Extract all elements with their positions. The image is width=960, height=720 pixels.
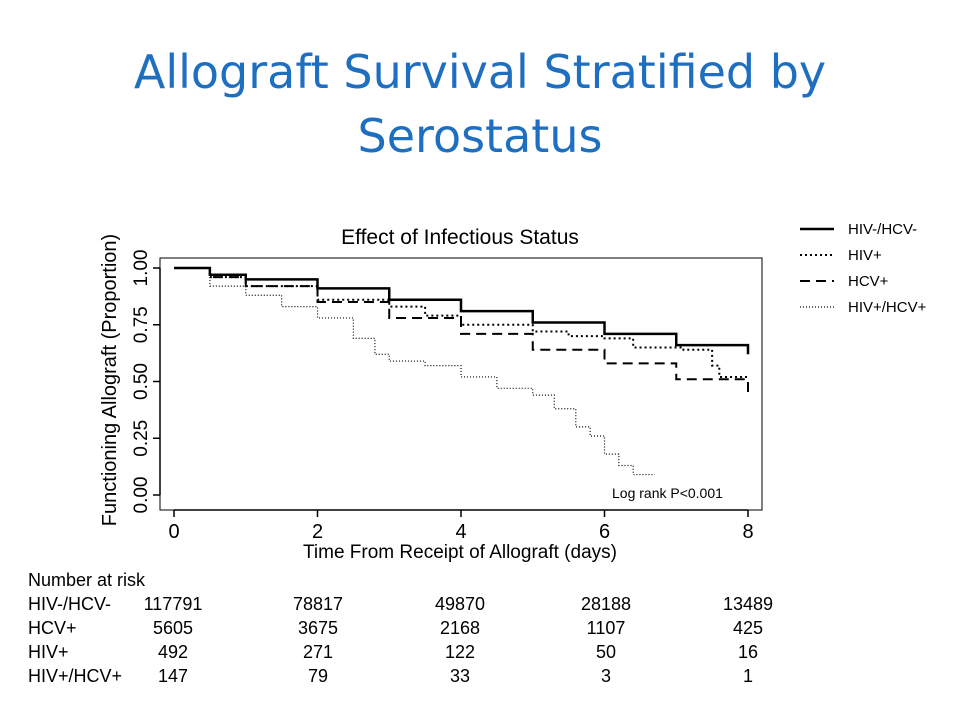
plot-frame	[159, 257, 763, 511]
x-tick-label: 0	[168, 521, 179, 543]
risk-cell: 79	[307, 666, 329, 686]
slide-title-line-2: Serostatus	[357, 109, 603, 163]
risk-row: HIV+/HCV+ 147 79 33 3 1	[28, 664, 788, 688]
risk-cell: 147	[157, 666, 189, 686]
risk-cell: 425	[732, 618, 764, 638]
risk-cell: 33	[449, 666, 471, 686]
risk-cell: 3675	[297, 618, 339, 638]
y-tick-label: 0.25	[131, 420, 152, 457]
legend-label-3: HIV+/HCV+	[848, 299, 927, 316]
risk-row-label: HIV-/HCV-	[28, 594, 112, 614]
y-tick-label: 0.75	[131, 306, 152, 343]
risk-cell: 1	[742, 666, 753, 686]
risk-row-label: HIV+/HCV+	[28, 666, 123, 686]
y-tick-label: 0.50	[131, 363, 152, 400]
logrank-annotation: Log rank P<0.001	[612, 485, 723, 501]
legend-label-1: HIV+	[848, 247, 882, 264]
x-tick-label: 4	[455, 521, 466, 543]
risk-cell: 492	[157, 642, 189, 662]
risk-cell: 28188	[580, 594, 632, 614]
slide-title-line-1: Allograft Survival Stratified by	[133, 45, 827, 99]
risk-cell: 78817	[292, 594, 344, 614]
risk-cell: 1107	[586, 618, 626, 638]
risk-row-label: HIV+	[28, 642, 69, 662]
risk-row: HCV+ 5605 3675 2168 1107 425	[28, 616, 788, 640]
slide-title: Allograft Survival Stratified by Serosta…	[0, 40, 960, 168]
y-tick-label: 0.00	[131, 477, 152, 514]
risk-cell: 5605	[152, 618, 194, 638]
x-axis-label: Time From Receipt of Allograft (days)	[303, 542, 617, 563]
risk-cell: 50	[595, 642, 617, 662]
series-line-3	[174, 267, 655, 476]
series-line-2	[174, 267, 749, 396]
legend-label-0: HIV-/HCV-	[848, 221, 917, 238]
y-axis-label: Functioning Allograft (Proportion)	[99, 234, 121, 526]
risk-cell: 117791	[143, 594, 203, 614]
number-at-risk-table: Number at risk HIV-/HCV- 117791 78817 49870…	[28, 568, 788, 688]
x-tick-label: 8	[742, 521, 753, 543]
risk-cell: 16	[737, 642, 759, 662]
series-line-0	[174, 266, 750, 355]
risk-cell: 2168	[439, 618, 481, 638]
legend: HIV-/HCV- HIV+ HCV+ HIV+/HCV+	[800, 221, 927, 316]
risk-row-label: HCV+	[28, 618, 77, 638]
y-tick-label: 1.00	[131, 250, 152, 287]
series-line-1	[174, 267, 748, 378]
x-tick-label: 2	[312, 521, 323, 543]
risk-row: HIV+ 492 271 122 50 16	[28, 640, 788, 664]
legend-label-2: HCV+	[848, 273, 889, 290]
risk-cell: 49870	[434, 594, 486, 614]
risk-cell: 122	[444, 642, 476, 662]
risk-row: HIV-/HCV- 117791 78817 49870 28188 13489	[28, 592, 788, 616]
chart-title: Effect of Infectious Status	[341, 226, 579, 249]
x-tick-label: 6	[599, 521, 610, 543]
risk-cell: 271	[302, 642, 334, 662]
risk-cell: 13489	[722, 594, 774, 614]
risk-cell: 3	[600, 666, 611, 686]
risk-table-title: Number at risk	[28, 570, 146, 590]
